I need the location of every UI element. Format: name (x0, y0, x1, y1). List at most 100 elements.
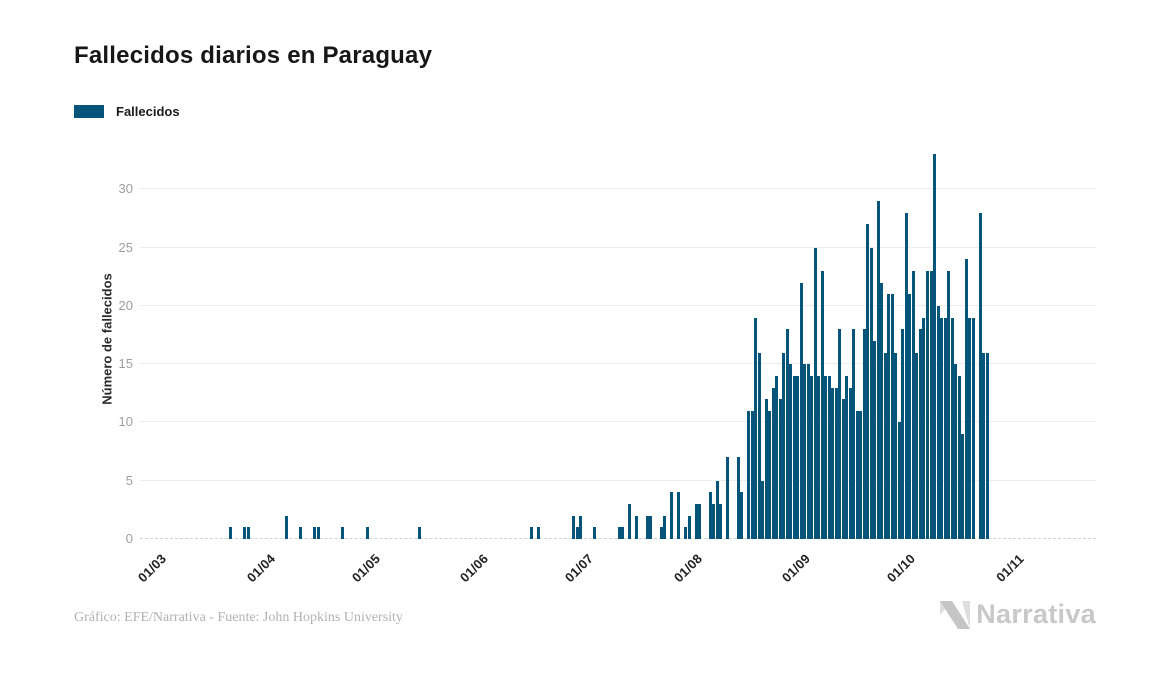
bar (617, 527, 621, 539)
bar (933, 154, 936, 539)
bar (940, 317, 943, 539)
bar (537, 527, 541, 539)
bar (761, 480, 765, 539)
narrativa-logo: Narrativa (939, 599, 1096, 630)
bar (883, 352, 887, 539)
chart-title: Fallecidos diarios en Paraguay (74, 42, 433, 69)
y-axis-tick-labels: 0 5 10 15 20 25 30 (88, 0, 133, 674)
bar (663, 515, 667, 539)
gridline (140, 421, 1096, 423)
bar (831, 387, 835, 539)
bar (922, 317, 926, 539)
bar (775, 375, 779, 539)
x-tick-label: 01/05 (348, 550, 383, 586)
bar (918, 329, 922, 539)
bar (530, 527, 534, 539)
bar (834, 387, 838, 539)
bar (726, 457, 730, 539)
gridline (140, 188, 1096, 190)
bar (677, 492, 681, 539)
bar (957, 375, 961, 539)
bar (579, 515, 583, 539)
bar (764, 399, 768, 539)
x-tick-label: 01/09 (779, 550, 814, 586)
bar (848, 387, 852, 539)
bar (740, 492, 744, 539)
bar (852, 329, 856, 539)
bar (915, 352, 919, 539)
bar (897, 422, 901, 539)
bar (869, 247, 873, 539)
bar (593, 527, 597, 539)
bar (789, 364, 793, 539)
bar (243, 527, 247, 539)
bar (246, 527, 250, 539)
bar (715, 480, 719, 539)
bar (968, 317, 971, 539)
bar (841, 399, 845, 539)
bar (982, 352, 985, 539)
bar (785, 329, 789, 539)
bar (950, 317, 954, 539)
bar (894, 352, 898, 539)
bar (876, 201, 880, 539)
x-tick-label: 01/04 (243, 550, 278, 586)
bar (806, 364, 810, 539)
bar (803, 364, 807, 539)
y-tick-label: 5 (125, 472, 133, 488)
bar (880, 282, 884, 539)
bar (947, 270, 950, 539)
bar (757, 352, 761, 539)
bar (855, 410, 859, 539)
bar (670, 492, 674, 539)
gridline (140, 479, 1096, 481)
bar (936, 305, 940, 539)
bar (901, 329, 905, 539)
bar (719, 504, 723, 539)
bar (659, 527, 663, 539)
x-tick-label: 01/08 (670, 550, 705, 586)
bar (418, 527, 422, 539)
bar (908, 294, 912, 539)
bar (827, 375, 831, 539)
bar (866, 224, 870, 539)
bar (768, 410, 772, 539)
bar (911, 270, 915, 539)
bar (859, 410, 863, 539)
bar (575, 527, 579, 539)
bar (736, 457, 740, 539)
bar (904, 212, 908, 539)
x-tick-label: 01/10 (884, 550, 919, 586)
legend: Fallecidos (74, 104, 180, 119)
bar (824, 375, 828, 539)
bar (890, 294, 894, 539)
bar (313, 527, 317, 539)
bar (316, 527, 320, 539)
narrativa-logo-text: Narrativa (976, 599, 1096, 629)
bar (341, 527, 345, 539)
bar (954, 364, 957, 539)
bar (813, 247, 817, 539)
gridline (140, 246, 1096, 248)
x-tick-label: 01/06 (457, 550, 492, 586)
bar (229, 527, 232, 539)
bar (929, 270, 933, 539)
x-tick-label: 01/03 (134, 550, 170, 586)
bar (687, 515, 691, 539)
bar (771, 387, 775, 539)
plot-area (140, 145, 1096, 539)
bar (961, 434, 964, 539)
bar (708, 492, 712, 539)
bar (964, 259, 968, 539)
legend-swatch (74, 105, 104, 118)
bar (572, 515, 576, 539)
bar (684, 527, 688, 539)
y-tick-label: 10 (118, 414, 133, 430)
bar (985, 352, 989, 539)
source-credit: Gráfico: EFE/Narrativa - Fuente: John Ho… (74, 610, 403, 625)
bar (698, 504, 702, 539)
gridline (140, 304, 1096, 306)
bar (621, 527, 625, 539)
bar (635, 515, 639, 539)
bar (778, 399, 782, 539)
